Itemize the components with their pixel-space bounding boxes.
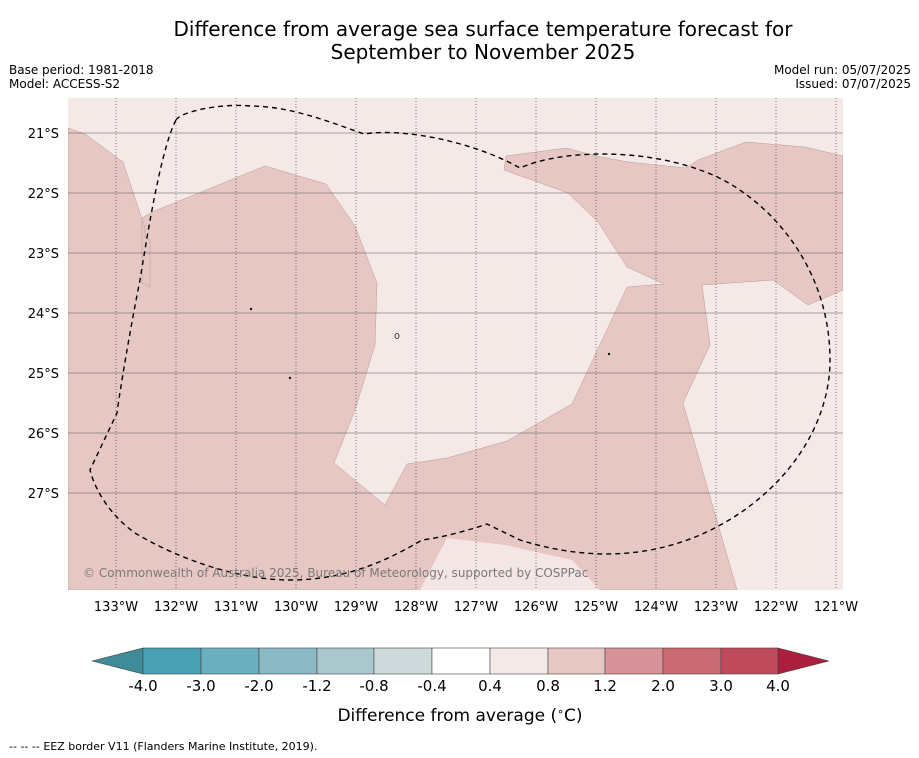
model-run: Model run: 05/07/2025 — [773, 63, 911, 77]
colorbar-label-unit: C) — [564, 706, 583, 726]
lon-label: 129°W — [334, 600, 378, 615]
anomaly-region-west — [68, 127, 843, 590]
colorbar-tick-label: -4.0 — [128, 677, 157, 695]
copyright-notice: © Commonwealth of Australia 2025, Bureau… — [83, 566, 588, 580]
lon-label: 124°W — [634, 600, 678, 615]
colorbar-tick-labels: -4.0 -3.0 -2.0 -1.2 -0.8 -0.4 0.4 0.8 1.… — [128, 677, 790, 695]
islands — [249, 307, 611, 380]
lat-axis-labels: 21°S 22°S 23°S 24°S 25°S 26°S 27°S — [28, 127, 59, 502]
colorbar-tick-label: 3.0 — [709, 677, 733, 695]
lon-label: 125°W — [574, 600, 618, 615]
lon-gridlines — [115, 98, 837, 590]
lat-label: 23°S — [28, 247, 59, 262]
colorbar-tick-label: 0.4 — [478, 677, 502, 695]
lon-label: 122°W — [754, 600, 798, 615]
colorbar-bin — [373, 647, 433, 675]
colorbar-tick-label: -0.8 — [359, 677, 388, 695]
base-period: Base period: 1981-2018 — [9, 63, 154, 77]
island-marker — [607, 352, 611, 356]
colorbar-extend-low — [91, 647, 144, 675]
colorbar-bin — [547, 647, 606, 675]
colorbar-bin — [489, 647, 549, 675]
colorbar-bin — [431, 647, 491, 675]
colorbar-bin — [316, 647, 375, 675]
lon-label: 128°W — [394, 600, 438, 615]
lon-label: 130°W — [274, 600, 318, 615]
colorbar-bin — [604, 647, 664, 675]
anomaly-region-south — [420, 538, 600, 590]
meta-right: Model run: 05/07/2025 Issued: 07/07/2025 — [774, 63, 911, 91]
lon-label: 126°W — [514, 600, 558, 615]
model-name: Model: ACCESS-S2 — [9, 77, 121, 91]
chart-title: Difference from average sea surface temp… — [0, 18, 919, 64]
lat-label: 21°S — [28, 127, 59, 142]
lat-label: 24°S — [28, 307, 59, 322]
lat-label: 27°S — [28, 487, 59, 502]
lon-label: 132°W — [154, 600, 198, 615]
lon-label: 123°W — [694, 600, 738, 615]
lon-label: 131°W — [214, 600, 258, 615]
degree-symbol: ∘ — [557, 705, 564, 718]
colorbar-tick-label: -0.4 — [417, 677, 446, 695]
lon-label: 133°W — [94, 600, 138, 615]
colorbar-label-text: Difference from average ( — [337, 706, 557, 726]
colorbar-bin — [200, 647, 260, 675]
gridlines — [68, 132, 843, 494]
colorbar-tick-label: 1.2 — [593, 677, 617, 695]
colorbar-extend-high — [777, 647, 830, 675]
eez-legend-text: EEZ border V11 (Flanders Marine Institut… — [43, 740, 318, 753]
colorbar-tick-label: -3.0 — [186, 677, 215, 695]
colorbar-bin — [258, 647, 318, 675]
colorbar-bin — [142, 647, 202, 675]
colorbar-tick-label: 2.0 — [651, 677, 675, 695]
lon-label: 127°W — [454, 600, 498, 615]
colorbar-tick-label: -2.0 — [244, 677, 273, 695]
colorbar-tick-label: -1.2 — [302, 677, 331, 695]
map-panel: © Commonwealth of Australia 2025, Bureau… — [68, 98, 843, 590]
lat-label: 25°S — [28, 367, 59, 382]
lon-axis-labels: 133°W 132°W 131°W 130°W 129°W 128°W 127°… — [94, 600, 858, 615]
lat-label: 26°S — [28, 427, 59, 442]
meta-left: Base period: 1981-2018 Model: ACCESS-S2 — [9, 63, 154, 91]
lon-label: 121°W — [814, 600, 858, 615]
eez-legend-symbol: -- -- -- — [9, 740, 40, 753]
island-marker — [288, 376, 292, 380]
eez-border — [89, 104, 831, 581]
lat-label: 22°S — [28, 187, 59, 202]
island-marker — [249, 307, 253, 311]
colorbar-label: Difference from average (∘C) — [337, 705, 582, 726]
colorbar-tick-label: 0.8 — [536, 677, 560, 695]
island-marker — [394, 333, 400, 339]
footer-legend: -- -- -- EEZ border V11 (Flanders Marine… — [9, 740, 317, 753]
title-line-2: September to November 2025 — [330, 40, 636, 64]
title-line-1: Difference from average sea surface temp… — [173, 17, 793, 41]
colorbar-bin — [720, 647, 779, 675]
issued-date: Issued: 07/07/2025 — [795, 77, 911, 91]
colorbar-bin — [662, 647, 722, 675]
colorbar: -4.0 -3.0 -2.0 -1.2 -0.8 -0.4 0.4 0.8 1.… — [91, 647, 830, 726]
colorbar-tick-label: 4.0 — [766, 677, 790, 695]
